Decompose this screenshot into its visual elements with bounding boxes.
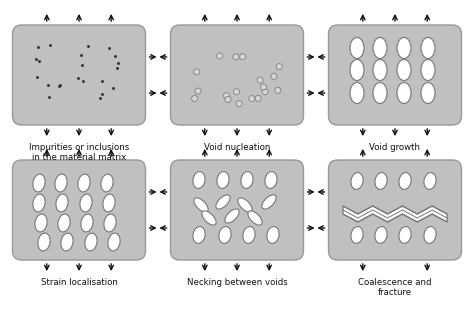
Circle shape <box>271 73 277 79</box>
Ellipse shape <box>243 227 255 244</box>
Ellipse shape <box>248 211 262 225</box>
Ellipse shape <box>33 194 45 212</box>
Ellipse shape <box>350 60 364 81</box>
Ellipse shape <box>85 233 97 251</box>
Ellipse shape <box>217 172 229 188</box>
Circle shape <box>255 95 261 101</box>
Ellipse shape <box>265 172 277 188</box>
Ellipse shape <box>202 211 216 225</box>
Ellipse shape <box>108 233 120 251</box>
Text: Necking between voids: Necking between voids <box>187 278 287 287</box>
Circle shape <box>233 54 239 60</box>
Ellipse shape <box>81 214 93 232</box>
FancyBboxPatch shape <box>328 160 462 260</box>
Ellipse shape <box>351 227 363 244</box>
FancyBboxPatch shape <box>328 25 462 125</box>
Ellipse shape <box>424 227 436 244</box>
Ellipse shape <box>397 83 411 103</box>
Circle shape <box>275 87 281 93</box>
Ellipse shape <box>216 195 230 209</box>
Text: Coalescence and
fracture: Coalescence and fracture <box>358 278 432 297</box>
Ellipse shape <box>241 172 253 188</box>
Ellipse shape <box>58 214 70 232</box>
Ellipse shape <box>421 37 435 59</box>
Ellipse shape <box>399 172 411 189</box>
Text: Void nucleation: Void nucleation <box>204 143 270 152</box>
Ellipse shape <box>238 198 252 212</box>
Circle shape <box>236 100 242 107</box>
Circle shape <box>276 64 282 69</box>
Ellipse shape <box>33 174 45 192</box>
Ellipse shape <box>35 214 47 232</box>
Circle shape <box>195 88 201 94</box>
Circle shape <box>261 84 266 90</box>
Ellipse shape <box>373 83 387 103</box>
Ellipse shape <box>399 227 411 244</box>
Circle shape <box>249 96 255 101</box>
Circle shape <box>234 89 239 95</box>
Circle shape <box>257 77 263 83</box>
Ellipse shape <box>350 37 364 59</box>
Ellipse shape <box>103 194 115 212</box>
Ellipse shape <box>375 172 387 189</box>
Text: Void growth: Void growth <box>370 143 420 152</box>
Ellipse shape <box>80 194 92 212</box>
FancyBboxPatch shape <box>12 160 146 260</box>
Circle shape <box>191 95 198 101</box>
Ellipse shape <box>219 227 231 244</box>
Ellipse shape <box>61 233 73 251</box>
Ellipse shape <box>421 60 435 81</box>
Ellipse shape <box>225 209 239 223</box>
Ellipse shape <box>101 174 113 192</box>
Circle shape <box>223 93 229 99</box>
Ellipse shape <box>375 227 387 244</box>
Circle shape <box>225 97 231 102</box>
Ellipse shape <box>78 174 90 192</box>
Ellipse shape <box>55 174 67 192</box>
Circle shape <box>240 54 246 60</box>
Ellipse shape <box>397 37 411 59</box>
Ellipse shape <box>373 37 387 59</box>
Ellipse shape <box>350 83 364 103</box>
Ellipse shape <box>56 194 68 212</box>
Ellipse shape <box>194 198 208 212</box>
Ellipse shape <box>424 172 436 189</box>
Circle shape <box>194 69 200 75</box>
Ellipse shape <box>104 214 116 232</box>
Text: Impurities or inclusions
in the material matrix: Impurities or inclusions in the material… <box>29 143 129 163</box>
Ellipse shape <box>421 83 435 103</box>
Ellipse shape <box>397 60 411 81</box>
Circle shape <box>262 89 268 95</box>
Ellipse shape <box>373 60 387 81</box>
Ellipse shape <box>193 227 205 244</box>
Ellipse shape <box>38 233 50 251</box>
Text: Strain localisation: Strain localisation <box>41 278 118 287</box>
Polygon shape <box>343 206 447 222</box>
Ellipse shape <box>262 195 276 209</box>
FancyBboxPatch shape <box>12 25 146 125</box>
Ellipse shape <box>267 227 279 244</box>
Circle shape <box>217 53 223 59</box>
Ellipse shape <box>351 172 363 189</box>
Ellipse shape <box>193 172 205 188</box>
FancyBboxPatch shape <box>171 25 303 125</box>
FancyBboxPatch shape <box>171 160 303 260</box>
